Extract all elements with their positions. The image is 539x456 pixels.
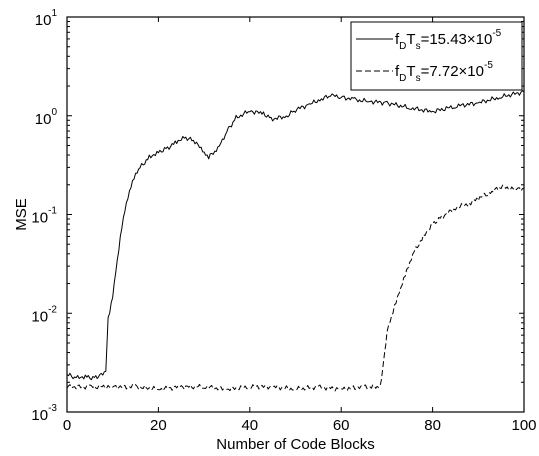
legend-box [350, 21, 523, 91]
x-tick-label: 20 [150, 417, 167, 434]
x-tick-label: 80 [424, 417, 441, 434]
x-tick-label: 60 [333, 417, 350, 434]
y-axis-label: MSE [13, 198, 30, 231]
y-tick-label: 10-3 [31, 403, 57, 424]
series-line-2 [66, 184, 525, 392]
x-axis-label: Number of Code Blocks [216, 436, 374, 453]
y-tick-label: 101 [35, 8, 58, 29]
series-layer [66, 90, 525, 392]
y-tick-label: 10-2 [31, 304, 57, 325]
y-tick-label: 10-1 [31, 206, 57, 227]
legend-label-1: fDTs=15.43×10-5 [395, 28, 502, 52]
x-tick-label: 100 [511, 417, 536, 434]
x-tick-label: 40 [241, 417, 258, 434]
legend: fDTs=15.43×10-5 fDTs=7.72×10-5 [350, 21, 523, 91]
y-tick-label: 100 [35, 107, 58, 128]
legend-label-2: fDTs=7.72×10-5 [395, 60, 493, 84]
series-line-1 [66, 90, 525, 381]
tick-layer: 0 20 40 60 80 100 10-3 10-2 10-1 100 101 [31, 8, 536, 434]
legend-entries: fDTs=15.43×10-5 fDTs=7.72×10-5 [356, 28, 502, 84]
x-tick-label: 0 [63, 417, 71, 434]
